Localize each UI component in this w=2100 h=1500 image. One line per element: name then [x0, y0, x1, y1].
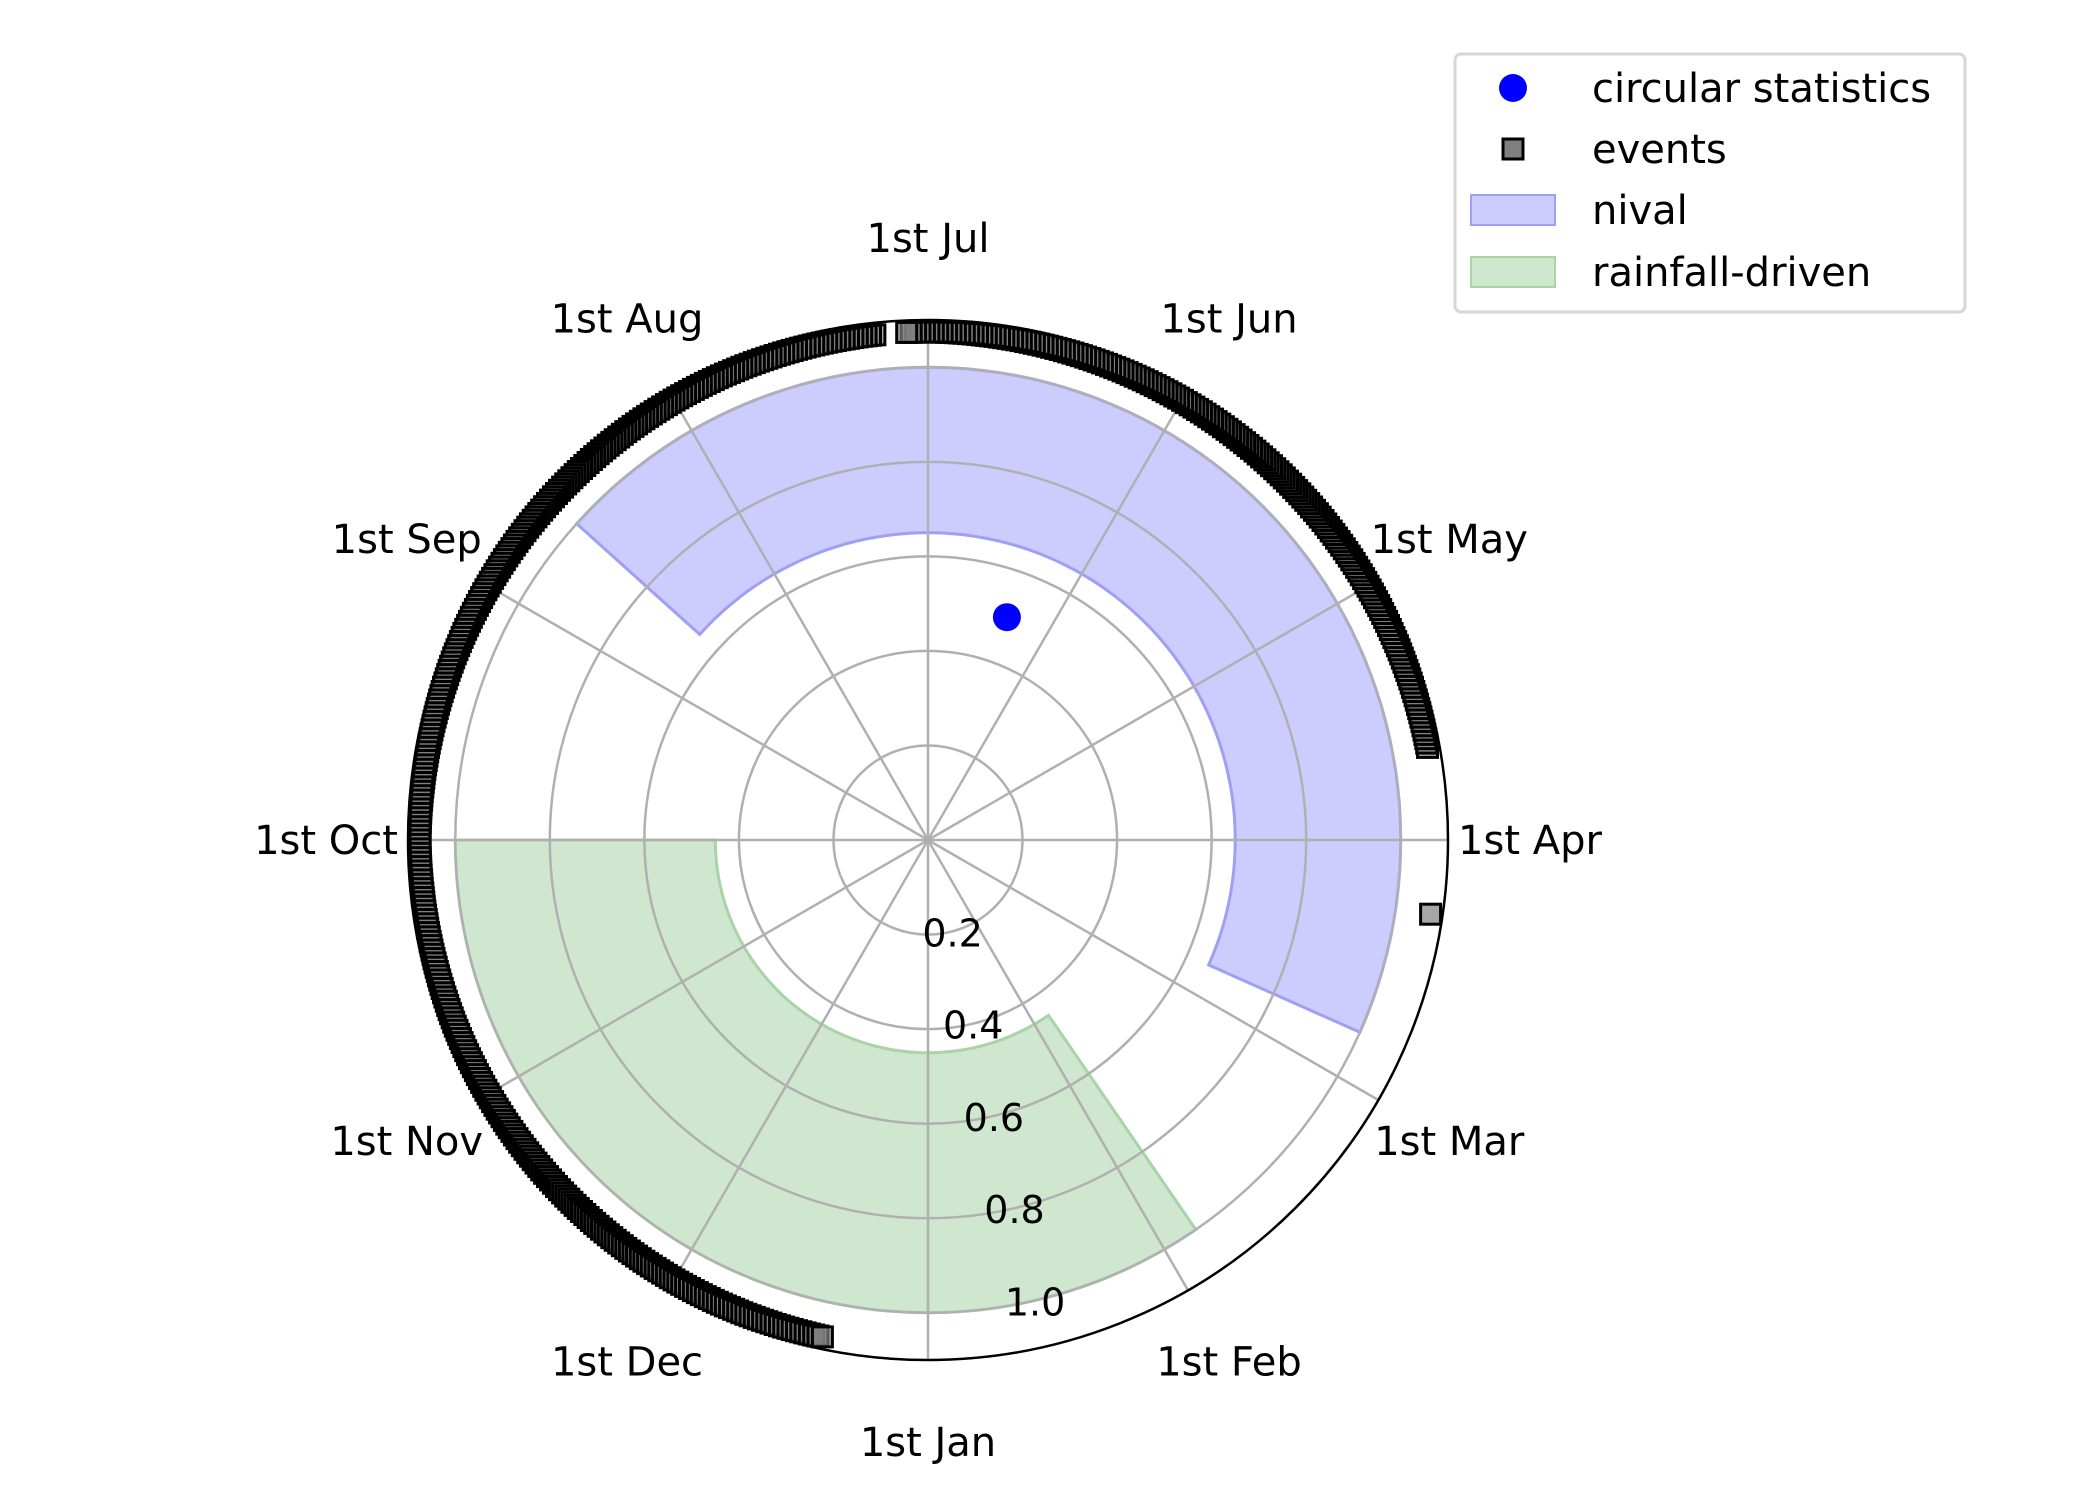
- angular-gridline: [477, 578, 929, 842]
- legend-marker-square: [1501, 137, 1525, 161]
- angular-tick-label: 1st Nov: [330, 1119, 483, 1165]
- polar-spine: [406, 318, 1450, 1362]
- angular-gridline: [926, 839, 1190, 1291]
- events-layer: [408, 320, 1443, 1349]
- angular-tick-label: 1st Mar: [1374, 1119, 1525, 1165]
- radial-tick-label: 1.0: [1005, 1280, 1065, 1324]
- angular-gridline: [477, 838, 929, 1102]
- angular-gridline: [926, 389, 1190, 841]
- radial-tick-label: 0.4: [943, 1004, 1003, 1048]
- angular-tick-label: 1st Dec: [551, 1339, 703, 1385]
- radial-tick-label: 0.2: [922, 911, 982, 955]
- angular-tick-label: 1st Jun: [1160, 297, 1297, 343]
- circular-statistics-layer: [992, 603, 1021, 632]
- angular-tick-label: 1st May: [1371, 517, 1528, 563]
- circular-statistics-point: [992, 603, 1021, 632]
- event-marker: [1419, 902, 1443, 926]
- angular-tick-label: 1st Oct: [254, 818, 398, 864]
- angular-gridline: [666, 389, 930, 841]
- legend-entry-circular-statistics: circular statistics: [1499, 66, 1931, 112]
- angular-gridline: [666, 839, 930, 1291]
- angular-tick-label: 1st Jul: [867, 216, 990, 262]
- legend-patch-nival: [1470, 194, 1556, 226]
- angular-gridline: [927, 578, 1379, 842]
- legend-label: circular statistics: [1592, 66, 1931, 112]
- legend-label: nival: [1592, 188, 1688, 234]
- legend-entry-nival: nival: [1470, 188, 1688, 234]
- angular-tick-label: 1st Feb: [1156, 1339, 1302, 1385]
- event-marker: [810, 1325, 834, 1349]
- radial-tick-label: 0.6: [964, 1096, 1024, 1140]
- legend-label: rainfall-driven: [1592, 250, 1871, 296]
- radial-tick-label: 0.8: [984, 1188, 1044, 1232]
- event-marker: [895, 320, 919, 344]
- legend-entry-events: events: [1501, 127, 1727, 173]
- angular-tick-label: 1st Aug: [551, 297, 704, 343]
- angular-tick-label: 1st Sep: [332, 517, 482, 563]
- grid-layer: [406, 318, 1450, 1362]
- legend-label: events: [1592, 127, 1727, 173]
- angular-gridline: [927, 838, 1379, 1102]
- angular-tick-label: 1st Jan: [860, 1420, 996, 1466]
- legend-frame: [1453, 52, 1967, 314]
- legend-entry-rainfall-driven: rainfall-driven: [1470, 250, 1871, 296]
- legend-marker-circle: [1499, 74, 1527, 102]
- legend: circular statistics events nival rainfal…: [1453, 52, 1967, 314]
- tick-labels-layer: 1st Jul 1st Aug 1st Sep 1st Oct 1st Nov 1st D…: [254, 216, 1602, 1466]
- angular-tick-label: 1st Apr: [1458, 818, 1602, 864]
- legend-patch-rainfall-driven: [1470, 256, 1556, 288]
